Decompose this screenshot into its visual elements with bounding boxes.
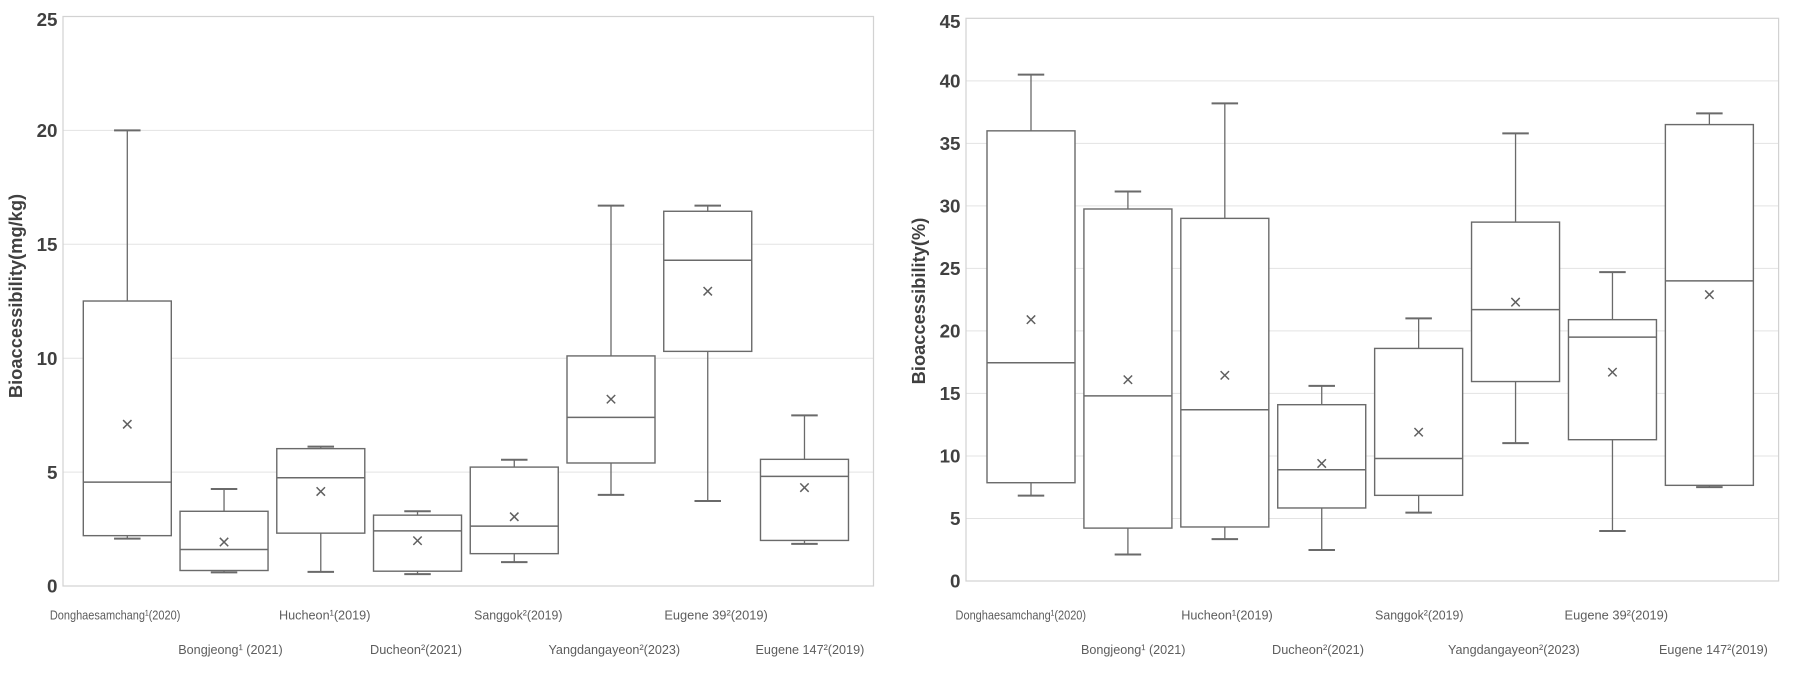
svg-text:Ducheon²(2021): Ducheon²(2021)	[370, 642, 462, 657]
svg-text:Eugene 147²(2019): Eugene 147²(2019)	[756, 642, 865, 657]
svg-text:Sanggok²(2019): Sanggok²(2019)	[474, 607, 562, 622]
svg-text:5: 5	[47, 462, 57, 483]
svg-text:15: 15	[37, 234, 58, 255]
svg-text:20: 20	[37, 120, 58, 141]
svg-text:Eugene 39²(2019): Eugene 39²(2019)	[664, 607, 768, 622]
svg-text:Bioaccessibility(mg/kg): Bioaccessibility(mg/kg)	[5, 194, 26, 398]
svg-text:Donghaesamchang¹(2020): Donghaesamchang¹(2020)	[50, 607, 181, 622]
svg-text:Yangdangayeon²(2023): Yangdangayeon²(2023)	[1448, 642, 1580, 657]
svg-text:10: 10	[940, 446, 961, 467]
svg-text:Hucheon¹(2019): Hucheon¹(2019)	[279, 607, 371, 622]
svg-text:Hucheon¹(2019): Hucheon¹(2019)	[1181, 607, 1273, 622]
svg-text:Yangdangayeon²(2023): Yangdangayeon²(2023)	[548, 642, 680, 657]
svg-text:Eugene 39²(2019): Eugene 39²(2019)	[1565, 607, 1669, 622]
svg-text:0: 0	[950, 571, 960, 592]
svg-text:40: 40	[940, 71, 961, 92]
svg-text:0: 0	[47, 576, 57, 597]
svg-text:35: 35	[940, 133, 961, 154]
svg-text:15: 15	[940, 383, 961, 404]
svg-text:20: 20	[940, 321, 961, 342]
svg-text:45: 45	[940, 11, 961, 32]
svg-text:Bioaccessibility(%): Bioaccessibility(%)	[908, 218, 929, 385]
svg-text:25: 25	[37, 9, 58, 30]
svg-text:30: 30	[940, 196, 961, 217]
svg-text:Eugene 147²(2019): Eugene 147²(2019)	[1659, 642, 1768, 657]
svg-text:Sanggok²(2019): Sanggok²(2019)	[1375, 607, 1463, 622]
svg-text:Donghaesamchang¹(2020): Donghaesamchang¹(2020)	[956, 607, 1087, 622]
svg-text:Bongjeong¹ (2021): Bongjeong¹ (2021)	[1081, 642, 1186, 657]
svg-text:5: 5	[950, 508, 960, 529]
svg-text:25: 25	[940, 258, 961, 279]
svg-text:Ducheon²(2021): Ducheon²(2021)	[1272, 642, 1364, 657]
svg-text:Bongjeong¹ (2021): Bongjeong¹ (2021)	[178, 642, 283, 657]
svg-text:10: 10	[37, 348, 58, 369]
